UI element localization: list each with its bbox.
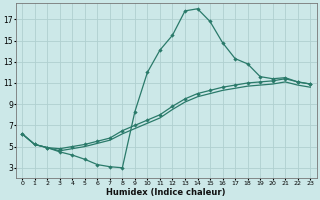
X-axis label: Humidex (Indice chaleur): Humidex (Indice chaleur)	[107, 188, 226, 197]
